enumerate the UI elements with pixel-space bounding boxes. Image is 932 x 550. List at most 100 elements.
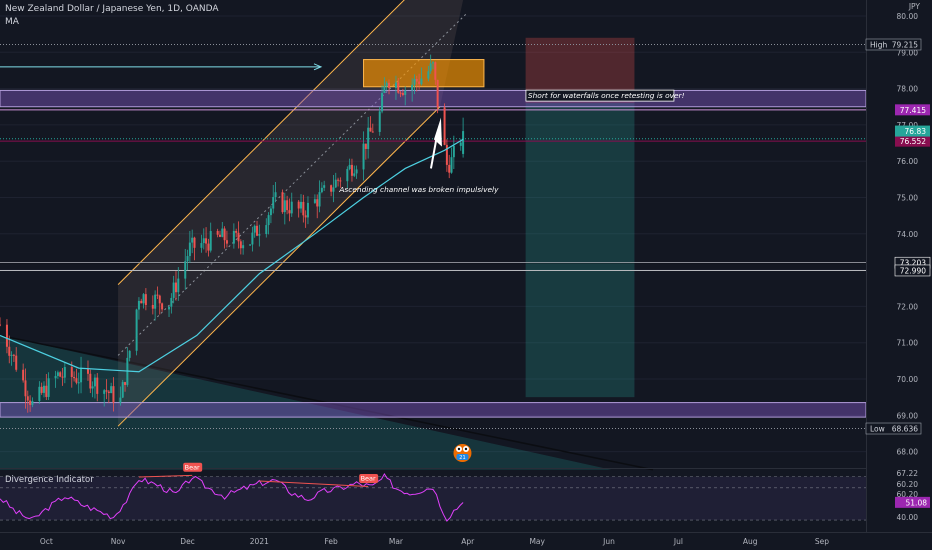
candle-body [144, 294, 147, 305]
candle-body [445, 144, 448, 165]
candle-body [413, 78, 416, 85]
symbol-title[interactable]: New Zealand Dollar / Japanese Yen, 1D, O… [5, 4, 219, 14]
price-label: 79.215 High [865, 38, 922, 51]
candle-body [346, 169, 349, 182]
currency-label: JPY [908, 2, 921, 11]
candle-body [205, 238, 208, 244]
candle-body [75, 378, 78, 383]
candle-body [8, 346, 11, 356]
candle-body [320, 187, 323, 193]
price-label: 72.990 [894, 264, 931, 277]
candle-body [103, 390, 106, 394]
price-label-bg [895, 125, 930, 137]
candle-body [265, 225, 268, 234]
channel-lower [117, 106, 441, 427]
candle-body [443, 107, 446, 145]
candle-body [110, 386, 113, 394]
candle-body [283, 200, 286, 213]
candle-body [404, 90, 407, 95]
candle-body [142, 294, 145, 304]
candle-body [397, 82, 400, 93]
mascot-number: 21 [459, 455, 465, 461]
y-tick-label: 74.00 [897, 230, 919, 239]
bear-label-bg [183, 462, 203, 472]
candle-body [225, 240, 228, 244]
candle-body [381, 92, 384, 112]
y-tick-label: 77.00 [897, 121, 919, 130]
candle-body [54, 375, 57, 379]
mascot-pupil [457, 447, 461, 451]
price-label-text: 73.203 [900, 259, 926, 268]
candle-body [251, 232, 254, 245]
candle-body [350, 164, 353, 176]
candle-body [274, 192, 277, 198]
candle-body [105, 390, 108, 392]
candle-body [5, 324, 8, 347]
candle-body [339, 180, 342, 182]
x-tick-label: Dec [180, 537, 195, 546]
bear-label: Bear [185, 463, 200, 471]
candle-body [249, 244, 252, 246]
candle-body [80, 368, 83, 383]
candle-body [353, 173, 356, 176]
x-tick-label: Jul [673, 537, 683, 546]
osc-title: Divergence Indicator [5, 475, 94, 485]
short-note-box: Short for waterfalls once retesting is o… [525, 89, 685, 102]
break-arrow-head [433, 117, 442, 147]
candle-body [221, 228, 224, 237]
candle-body [151, 304, 154, 309]
candle-body [209, 230, 212, 251]
candle-body [96, 377, 99, 394]
divergence-line [138, 474, 193, 478]
zone-resistance [0, 89, 867, 108]
candle-body [124, 382, 127, 385]
osc-tick-label: 60.20 [897, 490, 919, 499]
y-tick-label: 69.00 [897, 411, 919, 420]
candle-body [161, 303, 164, 310]
mascot-badge: 21 [453, 444, 472, 462]
candle-body [10, 354, 13, 356]
candle-body [31, 400, 34, 405]
bear-label: Bear [361, 474, 376, 482]
candle-body [156, 294, 159, 296]
candle-body [355, 169, 358, 174]
candle-body [47, 378, 50, 397]
x-tick-label: Jun [602, 537, 615, 546]
price-label-bg [865, 38, 922, 51]
candle-body [297, 201, 300, 209]
candle-body [207, 243, 210, 251]
candle-body [158, 295, 161, 304]
candle-body [418, 81, 421, 85]
candle-body [29, 400, 32, 405]
x-tick-label: Feb [324, 537, 338, 546]
candle-body [140, 300, 143, 304]
candle-body [119, 397, 122, 403]
candle-body [332, 187, 335, 192]
ma-line [0, 138, 464, 373]
candle-body [59, 372, 62, 377]
indicator-label[interactable]: MA [5, 17, 19, 27]
candle-body [427, 71, 430, 79]
candle-body [378, 111, 381, 132]
mascot-number-plate [456, 454, 469, 460]
candle-body [170, 297, 173, 307]
price-label: 76.552 [895, 135, 930, 147]
candle-body [172, 282, 175, 298]
x-tick-label: Oct [40, 537, 53, 546]
candle-body [411, 84, 414, 91]
price-label-text: 68.636 [892, 425, 918, 434]
candle-body [242, 245, 245, 249]
price-label-text: 72.990 [900, 266, 926, 275]
osc-line [0, 472, 464, 522]
x-tick-label: Apr [461, 537, 475, 546]
candle-body [24, 380, 27, 397]
x-tick-label: Mar [389, 537, 404, 546]
osc-tick-label: 67.22 [897, 469, 919, 478]
candle-body [304, 215, 307, 218]
y-tick-label: 71.00 [897, 339, 919, 348]
x-tick-label: Sep [815, 537, 829, 546]
candle-body [73, 377, 76, 379]
candle-body [436, 79, 439, 108]
candle-body [107, 391, 110, 394]
